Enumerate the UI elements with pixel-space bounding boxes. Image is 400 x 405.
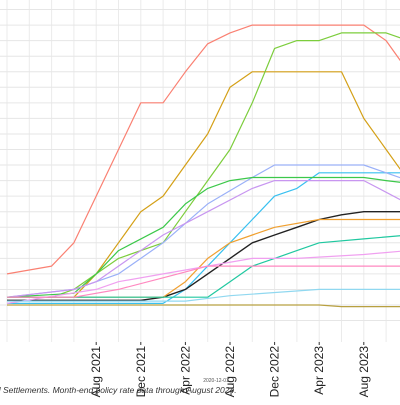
x-axis-ticks: Aug 2021 Dec 2021 Apr 2022 Aug 2022 Dec 2022… <box>89 342 371 398</box>
series-line-1 <box>6 24 400 275</box>
x-tick-label: Aug 2021 <box>89 346 103 398</box>
series-line-12 <box>7 265 400 298</box>
series-line-14 <box>7 304 400 308</box>
series-line-7 <box>6 180 400 298</box>
plot-background <box>0 0 400 342</box>
x-tick-label: Apr 2023 <box>312 346 326 395</box>
series-line-6 <box>6 176 400 298</box>
series-line-11 <box>6 250 400 304</box>
series-line-5 <box>6 164 400 298</box>
series-line-13 <box>7 288 400 302</box>
x-tick-label: Aug 2023 <box>357 346 371 398</box>
source-note: al Settlements. Month-end policy rate da… <box>0 385 237 395</box>
x-tick-label: Dec 2021 <box>134 346 148 398</box>
x-tick-label: Dec 2022 <box>268 346 282 398</box>
series-lines <box>6 24 400 308</box>
series-line-2 <box>7 71 400 298</box>
series-line-9 <box>7 218 400 298</box>
x-tick-label: Apr 2022 <box>178 346 192 395</box>
x-tick-label: Aug 2022 <box>223 346 237 398</box>
date-watermark: 2020-12-01 <box>203 378 229 384</box>
series-line-10 <box>7 235 400 298</box>
